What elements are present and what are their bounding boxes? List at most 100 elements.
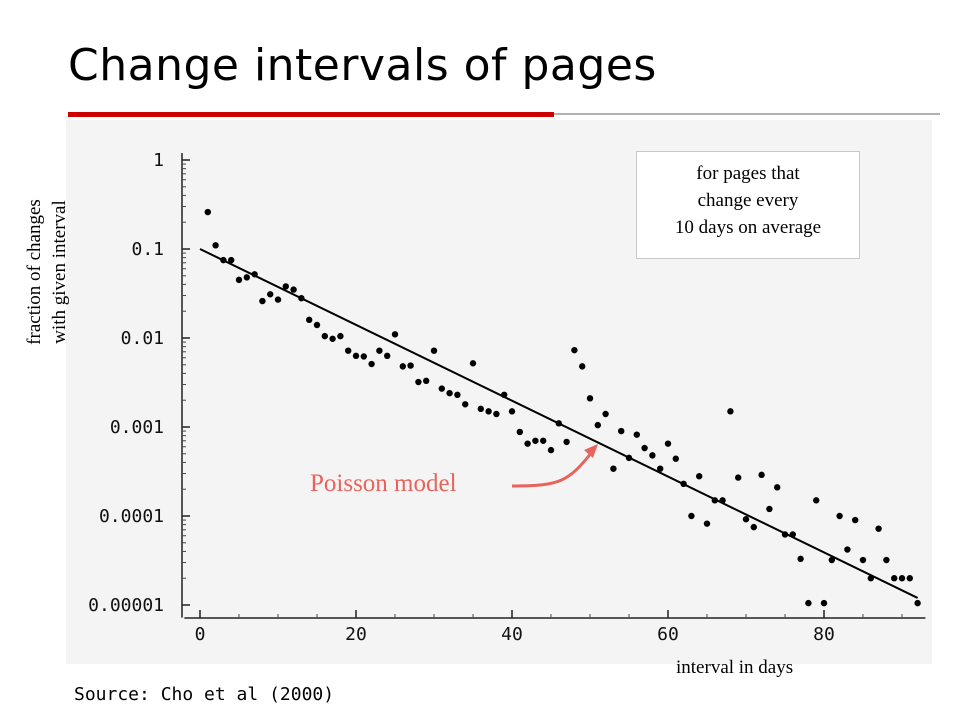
annotation-arrow xyxy=(511,451,594,488)
data-point xyxy=(750,523,757,531)
data-point xyxy=(586,395,594,402)
poisson-model-label: Poisson model xyxy=(310,470,457,497)
data-point xyxy=(415,378,422,386)
data-point xyxy=(781,531,789,538)
data-point xyxy=(204,208,211,216)
data-point xyxy=(657,465,664,472)
data-point xyxy=(337,332,344,340)
data-point xyxy=(610,465,617,472)
data-point xyxy=(805,599,812,607)
x-tick-label: 0 xyxy=(195,624,206,645)
y-tick-label: 0.01 xyxy=(121,328,164,349)
data-point xyxy=(735,474,742,481)
data-point xyxy=(228,256,235,264)
data-point xyxy=(407,362,414,369)
data-point xyxy=(462,401,469,408)
source-citation: Source: Cho et al (2000) xyxy=(74,684,335,705)
info-box: for pages that change every 10 days on a… xyxy=(636,151,860,259)
y-axis-label-line-1: fraction of changes xyxy=(24,199,45,345)
y-tick-label: 0.1 xyxy=(131,239,164,260)
data-point xyxy=(399,363,406,370)
data-point xyxy=(672,455,679,462)
data-point xyxy=(703,520,711,527)
data-point xyxy=(313,321,321,329)
data-point xyxy=(696,473,703,480)
data-point xyxy=(360,353,367,360)
info-box-line-1: for pages that xyxy=(696,163,800,184)
info-box-line-2: change every xyxy=(697,190,799,211)
data-point xyxy=(532,437,539,444)
y-axis-label-line-2: with given interval xyxy=(49,200,70,344)
data-point xyxy=(680,480,687,488)
data-point xyxy=(914,599,921,607)
data-point xyxy=(329,335,336,342)
data-point xyxy=(852,516,859,524)
data-point xyxy=(836,512,843,520)
data-point xyxy=(789,531,796,538)
x-tick-label: 20 xyxy=(345,624,367,645)
data-point xyxy=(618,427,625,435)
data-point xyxy=(828,556,835,564)
data-point xyxy=(423,377,430,385)
x-tick-label: 80 xyxy=(813,624,835,645)
data-point xyxy=(758,471,765,479)
data-point xyxy=(891,575,898,582)
data-point xyxy=(352,352,360,360)
data-point xyxy=(875,525,882,532)
y-tick-label: 0.00001 xyxy=(88,595,164,616)
data-point xyxy=(321,332,328,340)
data-point xyxy=(742,516,750,523)
data-point xyxy=(540,437,547,444)
y-tick-label: 0.0001 xyxy=(99,506,164,527)
data-point xyxy=(259,297,266,305)
data-point xyxy=(298,295,305,302)
data-point xyxy=(579,363,586,370)
data-point xyxy=(469,360,477,367)
data-point xyxy=(602,410,609,418)
data-point xyxy=(844,546,851,553)
data-point xyxy=(688,512,695,520)
data-point xyxy=(446,389,453,397)
data-point xyxy=(797,555,804,563)
data-point xyxy=(290,286,297,293)
data-point xyxy=(282,283,289,290)
data-point xyxy=(430,347,438,354)
data-point xyxy=(820,599,828,607)
data-point xyxy=(563,438,570,446)
data-point xyxy=(867,575,874,582)
chart-axes: 1 0.1 0.01 0.001 0.0001 0.00001 0 20 40 60 80 xyxy=(88,150,926,645)
data-point xyxy=(438,385,445,392)
data-point xyxy=(594,421,601,429)
data-point xyxy=(633,431,640,438)
info-box-line-3: 10 days on average xyxy=(674,217,822,238)
title-accent-rule xyxy=(68,112,554,117)
data-point xyxy=(641,444,648,452)
data-point xyxy=(384,352,391,360)
data-point xyxy=(711,497,718,504)
data-point xyxy=(454,391,461,399)
data-point xyxy=(664,440,672,447)
data-point xyxy=(220,256,227,264)
data-point xyxy=(477,405,484,413)
data-point xyxy=(345,347,352,354)
data-point xyxy=(571,346,578,354)
x-tick-label: 60 xyxy=(657,624,679,645)
data-point xyxy=(906,575,913,582)
data-point xyxy=(274,296,282,303)
data-point xyxy=(368,360,375,368)
data-point xyxy=(493,410,500,418)
y-tick-label: 0.001 xyxy=(110,417,164,438)
data-point xyxy=(524,440,531,447)
data-point xyxy=(243,274,250,281)
data-point xyxy=(859,556,867,564)
data-point xyxy=(883,556,890,564)
data-point xyxy=(516,428,523,436)
data-point xyxy=(625,454,633,462)
data-point xyxy=(727,408,734,415)
x-tick-label: 40 xyxy=(501,624,523,645)
data-point xyxy=(267,291,274,298)
title-divider-rule xyxy=(554,113,940,115)
data-points xyxy=(204,208,921,607)
annotation-arrowhead xyxy=(584,444,598,458)
x-axis-label: interval in days xyxy=(676,657,794,678)
